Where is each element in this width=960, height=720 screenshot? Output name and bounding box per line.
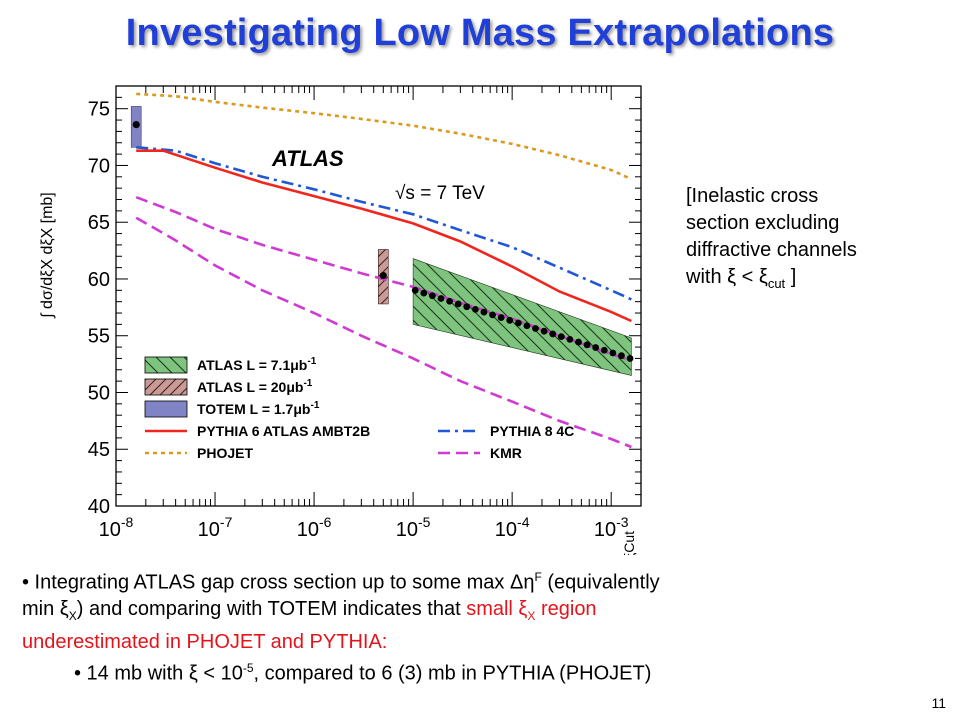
atlas-7.1-point: [454, 300, 462, 308]
series-line-phojet: [136, 92, 632, 181]
note-box: [Inelastic cross section excluding diffr…: [686, 183, 936, 297]
legend-label: PYTHIA 6 ATLAS AMBT2B: [197, 423, 370, 439]
atlas-7.1-point: [420, 289, 428, 297]
atlas-7.1-point: [583, 341, 591, 349]
bullet-text: (equivalently: [541, 571, 660, 594]
note-line: diffractive channels: [686, 239, 857, 261]
legend-swatch: [144, 400, 188, 418]
atlas-7.1-point: [618, 352, 625, 360]
bullet-item: min ξX) and comparing with TOTEM indicat…: [22, 596, 922, 629]
note-line: with ξ < ξcut ]: [686, 264, 936, 297]
slide-title: Investigating Low Mass Extrapolations: [125, 12, 835, 54]
highlight-text: region: [535, 597, 597, 620]
page-number: 11: [931, 695, 946, 711]
atlas-7.1-band: [412, 258, 632, 376]
note-sub: cut: [767, 276, 786, 291]
atlas-7.1-point: [514, 319, 522, 327]
bullet-sup: -5: [242, 660, 254, 675]
atlas-7.1-point: [463, 303, 471, 311]
highlight-sub: X: [527, 608, 536, 623]
note-line: [Inelastic cross: [686, 185, 819, 207]
highlight-text: underestimated in PHOJET and PYTHIA:: [22, 630, 388, 653]
atlas-7.1-point: [506, 316, 514, 324]
x-tick-label: 10-7: [198, 514, 233, 541]
bullet-list: • Integrating ATLAS gap cross section up…: [22, 564, 922, 686]
y-tick-label: 65: [88, 212, 110, 234]
y-tick-label: 60: [88, 269, 110, 291]
atlas-7.1-point: [437, 295, 445, 302]
atlas-7.1-point: [523, 322, 531, 330]
series-line-pythia-6-atlas-ambt2b: [136, 149, 632, 323]
atlas-7.1-point: [626, 355, 634, 362]
y-tick-label: 70: [88, 155, 110, 177]
atlas-7.1-point: [566, 335, 574, 343]
y-tick-label: 75: [88, 99, 110, 121]
note-line: section excluding: [686, 212, 840, 234]
atlas-20-point: [379, 271, 387, 280]
cross-section-chart: 40 45 50 55 60 65 70 75 10-8 10-7 10-6 10-5 10-4 10-…: [39, 85, 642, 555]
atlas-7.1-point: [592, 344, 600, 351]
atlas-7.1-point: [532, 325, 539, 332]
atlas-7.1-point: [600, 346, 608, 354]
x-axis-label: ξCut: [621, 531, 637, 555]
atlas-7.1-point: [557, 333, 565, 341]
atlas-7.1-point: [428, 292, 436, 300]
highlight-text: small ξ: [466, 597, 528, 620]
x-tick-label: 10-6: [297, 514, 332, 541]
x-tick-label: 10-3: [594, 514, 629, 541]
atlas-7.1-point: [549, 330, 557, 338]
bullet-sup: F: [534, 570, 542, 584]
atlas-7.1-point: [480, 308, 488, 316]
atlas-7.1-point: [497, 314, 505, 321]
bullet-item: • Integrating ATLAS gap cross section up…: [22, 564, 922, 596]
atlas-7.1-point: [471, 305, 479, 313]
experiment-label: ATLAS: [271, 146, 344, 171]
atlas-7.1-point: [489, 311, 496, 319]
legend-label: KMR: [490, 445, 522, 461]
atlas-7.1-point: [609, 349, 617, 357]
note-text: with ξ < ξ: [686, 266, 768, 288]
series-line-kmr: [135, 216, 632, 449]
bullet-text: , compared to 6 (3) mb in PYTHIA (PHOJET…: [253, 662, 652, 685]
atlas-7.1-point: [575, 338, 582, 346]
bullet-text: min ξ: [22, 597, 69, 620]
y-tick-label: 45: [88, 439, 110, 461]
series-line-pythia-8-4c: [136, 146, 632, 301]
energy-label: √s = 7 TeV: [395, 183, 485, 204]
atlas-7.1-point: [446, 297, 453, 305]
bullet-text: • 14 mb with ξ < 10: [74, 662, 243, 685]
legend-swatch: [144, 378, 188, 396]
y-axis-label: ∫ dσ/dξX dξX [mb]: [39, 192, 56, 319]
bullet-sub: X: [68, 608, 77, 623]
totem-point: [132, 120, 140, 129]
y-tick-label: 40: [88, 496, 110, 518]
note-text: ]: [785, 266, 797, 288]
bullet-text: ) and comparing with TOTEM indicates tha…: [76, 597, 467, 620]
legend-swatch: [144, 356, 188, 374]
y-tick-label: 50: [88, 382, 110, 404]
atlas-7.1-point: [411, 286, 419, 294]
atlas-7.1-point: [540, 327, 548, 335]
legend-label: PHOJET: [197, 445, 253, 461]
x-tick-label: 10-5: [396, 514, 431, 541]
legend-label: PYTHIA 8 4C: [490, 423, 574, 439]
y-tick-label: 55: [88, 326, 110, 348]
legend-label: ATLAS L = 7.1μb-1: [197, 356, 317, 373]
bullet-text: • Integrating ATLAS gap cross section up…: [22, 571, 535, 594]
x-tick-label: 10-4: [495, 514, 530, 541]
legend-label: ATLAS L = 20μb-1: [197, 378, 313, 395]
plot-frame: [115, 85, 642, 507]
bullet-item: • 14 mb with ξ < 10-5, compared to 6 (3)…: [22, 655, 922, 687]
legend: ATLAS L = 7.1μb-1 ATLAS L = 20μb-1 TOTEM L…: [144, 356, 574, 461]
bullet-item: underestimated in PHOJET and PYTHIA:: [22, 629, 922, 655]
x-tick-label: 10-8: [99, 514, 134, 541]
legend-label: TOTEM L = 1.7μb-1: [197, 400, 320, 417]
